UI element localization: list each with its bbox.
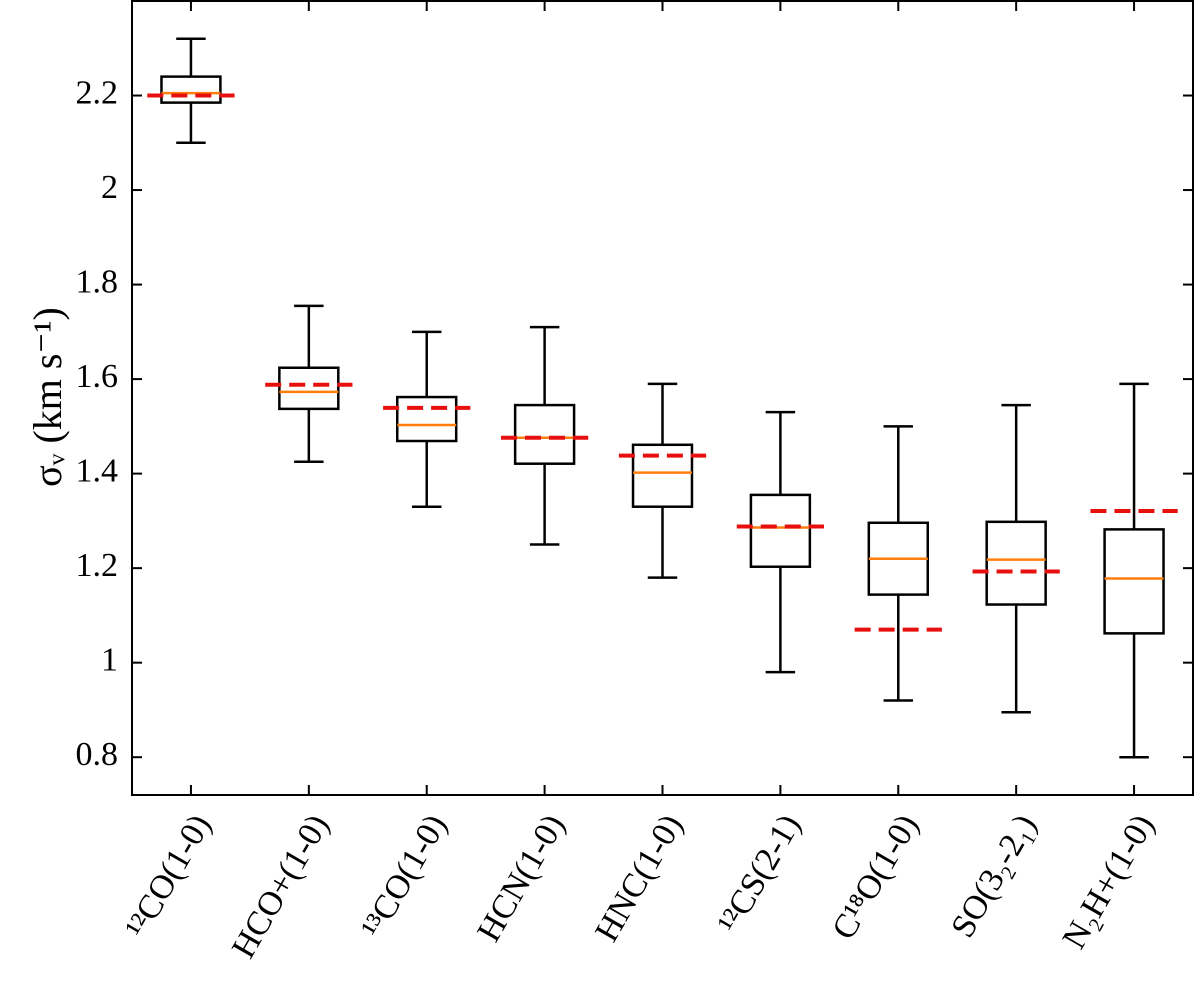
y-tick-label: 1.4 — [76, 452, 119, 489]
x-tick-label: HCN(1-0) — [470, 808, 572, 948]
box — [160, 75, 222, 104]
y-tick-label: 1 — [101, 641, 118, 678]
box — [278, 366, 340, 411]
y-tick-label: 2 — [101, 169, 118, 206]
y-tick-label: 0.8 — [76, 736, 119, 773]
x-tick-label: ¹²CS(2-1) — [711, 808, 808, 939]
x-tick-label: ¹²CO(1-0) — [119, 808, 219, 944]
box — [749, 493, 812, 568]
y-tick-label: 2.2 — [76, 74, 119, 111]
y-tick-label: 1.8 — [76, 263, 119, 300]
x-tick-label: N₂H+(1-0) — [1056, 808, 1162, 955]
y-tick-label: 1.2 — [76, 547, 119, 584]
x-tick-label: HCO+(1-0) — [225, 808, 337, 964]
box — [631, 443, 694, 508]
box — [985, 520, 1047, 606]
box — [1103, 528, 1165, 635]
box — [396, 395, 458, 443]
y-tick-label: 1.6 — [76, 358, 119, 395]
x-tick-label: ¹³CO(1-0) — [355, 808, 455, 944]
x-tick-label: HNC(1-0) — [588, 808, 690, 948]
box — [513, 403, 576, 465]
x-tick-label: C¹⁸O(1-0) — [825, 808, 926, 945]
y-axis-label: σᵥ (km s⁻¹) — [25, 307, 70, 487]
x-tick-label: SO(3₂-2₁) — [944, 808, 1044, 944]
